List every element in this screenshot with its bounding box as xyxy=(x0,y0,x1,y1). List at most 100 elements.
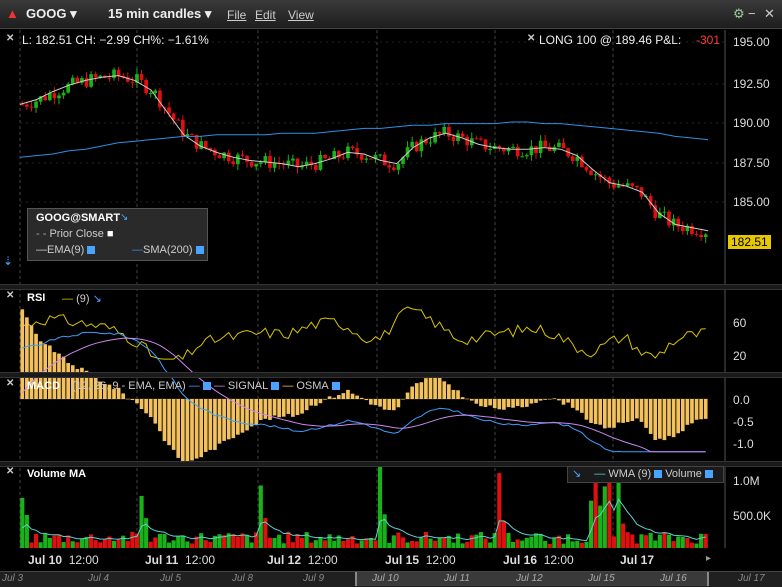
volume-bar xyxy=(377,466,383,548)
volume-bar xyxy=(33,533,39,548)
candle-body xyxy=(414,141,419,152)
volume-bar xyxy=(607,481,612,548)
osma-settings-icon[interactable] xyxy=(331,382,340,391)
osma-bar xyxy=(25,317,29,399)
wma-settings-icon[interactable] xyxy=(654,470,663,479)
candle-body xyxy=(437,132,442,134)
osma-bar xyxy=(497,399,502,410)
close-position-icon[interactable]: ✕ xyxy=(527,33,536,44)
candle-body xyxy=(148,93,153,95)
osma-bar xyxy=(451,389,456,399)
candle-body xyxy=(699,234,703,238)
osma-bar xyxy=(680,399,685,432)
close-price-panel-icon[interactable]: ✕ xyxy=(6,33,15,44)
volume-bar xyxy=(286,531,291,548)
macd-tick: -1.0 xyxy=(733,437,754,451)
osma-bar xyxy=(144,399,148,414)
candle-body xyxy=(483,139,488,150)
volume-bar xyxy=(524,537,529,548)
volume-bar xyxy=(511,542,516,548)
volume-bar xyxy=(341,540,346,548)
sma-settings-icon[interactable] xyxy=(195,246,204,255)
time-navigator[interactable]: Jul 3 Jul 4 Jul 5 Jul 8 Jul 9 Jul 10 Jul… xyxy=(0,571,782,587)
date-label: Jul 15 12:00 xyxy=(385,553,456,567)
menu-edit[interactable]: Edit xyxy=(255,8,276,22)
link-icon[interactable]: ⚙ xyxy=(733,6,745,21)
minimize-icon[interactable]: − xyxy=(748,6,756,21)
menu-view[interactable]: View xyxy=(288,8,314,22)
volume-bar xyxy=(469,535,474,548)
interval-selector[interactable]: 15 min candles ▾ xyxy=(108,6,212,21)
candle-body xyxy=(424,139,428,144)
symbol-selector[interactable]: GOOG ▾ xyxy=(26,6,77,21)
osma-bar xyxy=(148,399,153,418)
candle-body xyxy=(364,158,369,160)
volume-bar xyxy=(616,467,621,548)
menu-file[interactable]: File xyxy=(227,8,247,22)
close-macd-icon[interactable]: ✕ xyxy=(6,378,15,389)
volume-bar xyxy=(254,532,259,548)
nav-label: Jul 9 xyxy=(303,573,325,584)
osma-bar xyxy=(199,399,204,458)
volume-bar xyxy=(144,518,149,548)
navigator-window[interactable] xyxy=(355,572,709,586)
rsi-tick: 60 xyxy=(733,316,747,330)
volume-bar xyxy=(208,541,213,548)
candle-body xyxy=(410,141,414,148)
candle-body xyxy=(648,196,653,206)
scroll-right-icon[interactable]: ▸ xyxy=(706,553,712,564)
candle-body xyxy=(690,225,694,234)
panel-divider[interactable] xyxy=(0,372,782,378)
panel-divider[interactable] xyxy=(0,461,782,467)
close-volume-icon[interactable]: ✕ xyxy=(6,466,15,477)
volume-bar xyxy=(116,539,121,548)
rsi-legend: — (9) ↘ xyxy=(62,293,102,305)
rsi-tick: 20 xyxy=(733,349,747,363)
volume-bar xyxy=(662,531,667,548)
wma-label: WMA (9) xyxy=(608,468,652,480)
osma-bar xyxy=(378,399,382,407)
osma-bar xyxy=(630,399,635,422)
osma-bar xyxy=(524,399,529,407)
candle-body xyxy=(589,170,593,175)
candle-body xyxy=(135,74,139,83)
osma-bar xyxy=(602,399,607,429)
candle-body xyxy=(419,139,424,152)
candle-body xyxy=(203,141,208,148)
volume-bar xyxy=(43,533,48,548)
panel-divider[interactable] xyxy=(0,284,782,290)
osma-bar xyxy=(167,399,171,446)
volume-bar xyxy=(79,538,84,548)
sma-label: SMA(200) xyxy=(143,244,193,256)
ema-settings-icon[interactable] xyxy=(87,246,96,255)
price-legend[interactable]: GOOG@SMART ↘ - - Prior Close ■ —EMA(9) —… xyxy=(27,208,208,261)
close-icon[interactable]: ✕ xyxy=(764,6,775,21)
osma-bar xyxy=(635,399,639,419)
close-rsi-icon[interactable]: ✕ xyxy=(6,290,15,301)
legend-expand-icon[interactable]: ↘ xyxy=(120,212,129,223)
volume-bar xyxy=(249,542,254,548)
signal-label: SIGNAL xyxy=(227,380,269,392)
candle-body xyxy=(75,77,80,83)
osma-bar xyxy=(433,377,437,399)
osma-bar xyxy=(520,399,525,408)
signal-settings-icon[interactable] xyxy=(271,382,280,391)
osma-bar xyxy=(373,399,378,406)
candle-body xyxy=(575,156,580,161)
nav-label: Jul 15 xyxy=(588,573,615,584)
candle-body xyxy=(584,167,589,171)
volume-bar xyxy=(602,486,607,548)
candle-body xyxy=(676,218,681,227)
volume-bar xyxy=(676,536,681,548)
volume-settings-icon[interactable] xyxy=(704,470,713,479)
macd-settings-icon[interactable] xyxy=(202,382,211,391)
osma-bar xyxy=(43,344,48,399)
osma-bar xyxy=(176,399,181,458)
volume-bar xyxy=(47,537,52,548)
osma-bar xyxy=(703,399,708,419)
osma-bar xyxy=(648,399,653,434)
scroll-marker-icon[interactable]: ⇣ xyxy=(3,254,14,268)
volume-bar xyxy=(488,542,493,548)
macd-tick: -0.5 xyxy=(733,415,754,429)
